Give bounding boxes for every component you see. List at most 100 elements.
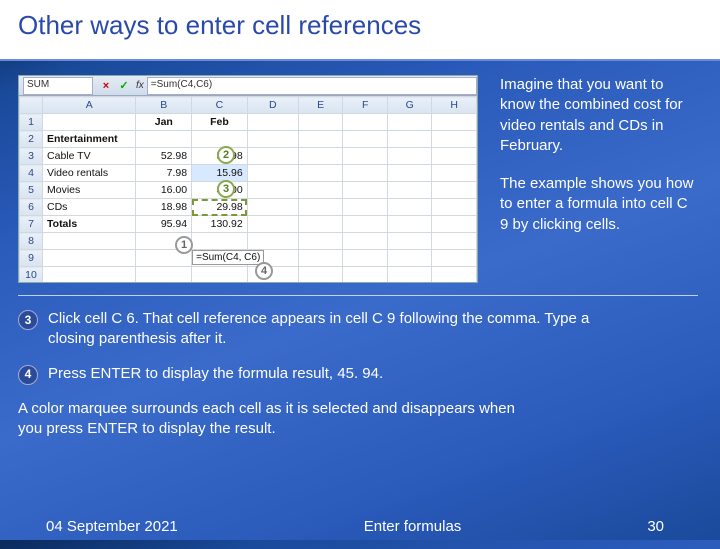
formula-bar: SUM × ✓ fx =Sum(C4,C6): [19, 76, 477, 96]
cell: [192, 233, 248, 250]
step-4-text: Press ENTER to display the formula resul…: [48, 364, 383, 385]
row-hdr: 2: [20, 131, 43, 148]
callout-3: 3: [217, 180, 235, 198]
row-hdr: 9: [20, 250, 43, 267]
col-hdr-H: H: [432, 97, 477, 114]
enter-icon: ✓: [117, 79, 131, 93]
cell: [432, 182, 477, 199]
cell: [247, 114, 298, 131]
cell: [343, 131, 388, 148]
row-hdr: 8: [20, 233, 43, 250]
cell: Video rentals: [43, 165, 136, 182]
cell: [247, 131, 298, 148]
cell: [432, 267, 477, 284]
cell: [298, 114, 343, 131]
cell: Feb: [192, 114, 248, 131]
cell: [192, 131, 248, 148]
footer-page: 30: [647, 518, 664, 535]
cell: CDs: [43, 199, 136, 216]
cell: [432, 131, 477, 148]
cell: 18.98: [136, 199, 192, 216]
cell: [298, 182, 343, 199]
row-hdr: 1: [20, 114, 43, 131]
cell: [298, 267, 343, 284]
row-hdr: 4: [20, 165, 43, 182]
callout-1: 1: [175, 236, 193, 254]
cell: 95.94: [136, 216, 192, 233]
name-box: SUM: [23, 77, 93, 95]
note-text: A color marquee surrounds each cell as i…: [18, 399, 538, 440]
cell: [432, 250, 477, 267]
cell: [387, 182, 432, 199]
step-3-text: Click cell C 6. That cell reference appe…: [48, 309, 638, 350]
col-hdr-A: A: [43, 97, 136, 114]
cell: 7.98: [136, 165, 192, 182]
cell: [343, 182, 388, 199]
col-hdr-B: B: [136, 97, 192, 114]
fx-icon: fx: [136, 80, 144, 91]
callout-2: 2: [217, 146, 235, 164]
cell: [343, 267, 388, 284]
cell: Cable TV: [43, 148, 136, 165]
cell: [343, 250, 388, 267]
page-title: Other ways to enter cell references: [18, 10, 702, 41]
row-hdr: 5: [20, 182, 43, 199]
intro-p1: Imagine that you want to know the combin…: [500, 75, 698, 156]
cell: [298, 199, 343, 216]
cell: [343, 233, 388, 250]
formula-input: =Sum(C4,C6): [147, 77, 477, 95]
cell: 15.96: [192, 165, 248, 182]
cell: [387, 148, 432, 165]
step-3: 3 Click cell C 6. That cell reference ap…: [18, 309, 638, 350]
step-badge-4: 4: [18, 365, 38, 385]
cell: [43, 250, 136, 267]
cell: Totals: [43, 216, 136, 233]
cell: [298, 148, 343, 165]
cell: [387, 250, 432, 267]
cell: [432, 165, 477, 182]
cancel-icon: ×: [99, 79, 113, 93]
cell: [247, 165, 298, 182]
cell: 29.98: [192, 199, 248, 216]
slide-footer: 04 September 2021 Enter formulas 30: [0, 518, 720, 535]
cell: Movies: [43, 182, 136, 199]
row-hdr: 3: [20, 148, 43, 165]
worksheet-grid: ABCDEFGH 1JanFeb2Entertainment3Cable TV5…: [19, 96, 477, 283]
cell: [387, 131, 432, 148]
cell: [298, 233, 343, 250]
cell: [387, 267, 432, 284]
intro-p2: The example shows you how to enter a for…: [500, 174, 698, 235]
cell: [387, 216, 432, 233]
cell: [136, 131, 192, 148]
col-hdr-E: E: [298, 97, 343, 114]
select-all-corner: [20, 97, 43, 114]
row-hdr: 6: [20, 199, 43, 216]
content-divider: [18, 295, 698, 296]
cell: [136, 267, 192, 284]
cell: [432, 148, 477, 165]
cell: [43, 267, 136, 284]
title-bar: Other ways to enter cell references: [0, 0, 720, 59]
cell: [432, 114, 477, 131]
cell: [387, 233, 432, 250]
col-hdr-D: D: [247, 97, 298, 114]
col-hdr-C: C: [192, 97, 248, 114]
cell: [343, 165, 388, 182]
cell: [247, 182, 298, 199]
step-badge-3: 3: [18, 310, 38, 330]
cell: [298, 165, 343, 182]
row-hdr: 7: [20, 216, 43, 233]
callout-4: 4: [255, 262, 273, 280]
cell: [247, 233, 298, 250]
step-4: 4 Press ENTER to display the formula res…: [18, 364, 638, 385]
steps-list: 3 Click cell C 6. That cell reference ap…: [18, 309, 638, 439]
cell: [247, 199, 298, 216]
intro-text: Imagine that you want to know the combin…: [500, 75, 698, 235]
cell: [298, 216, 343, 233]
cell: [298, 131, 343, 148]
cell: 16.00: [136, 182, 192, 199]
cell: [43, 233, 136, 250]
cell: [432, 199, 477, 216]
cell: 52.98: [136, 148, 192, 165]
cell: [387, 165, 432, 182]
